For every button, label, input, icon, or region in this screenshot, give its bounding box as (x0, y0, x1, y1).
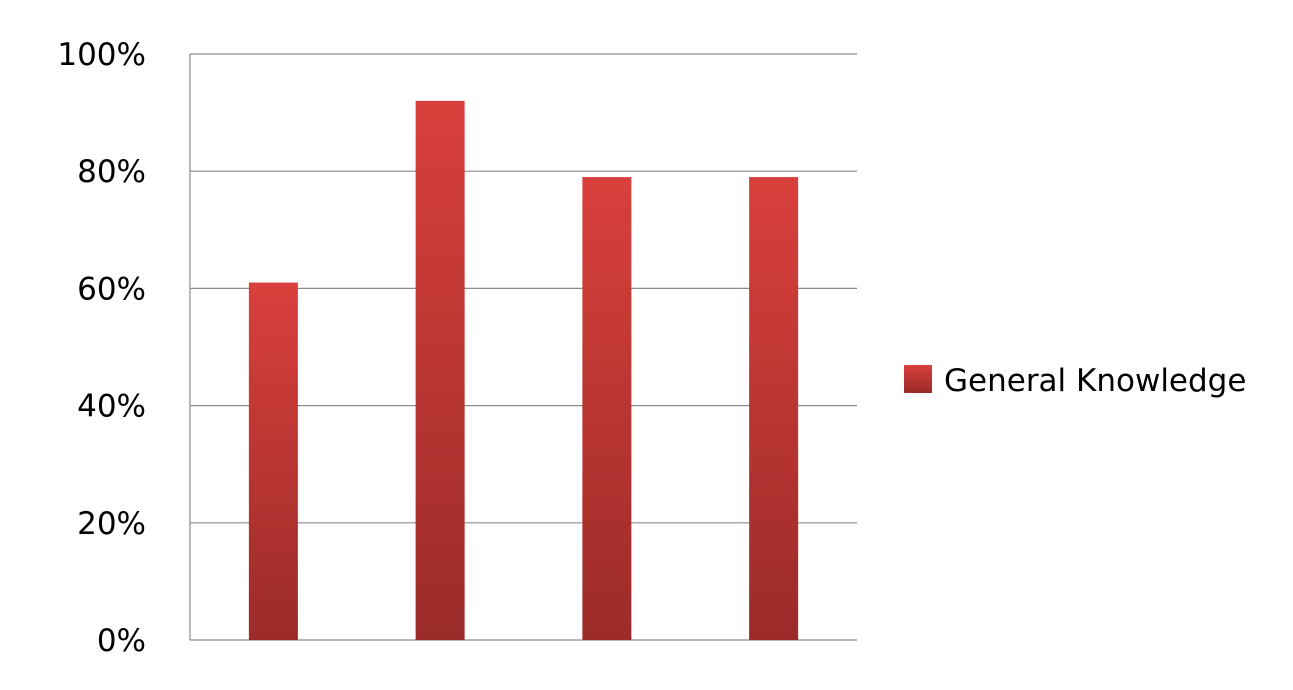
y-tick-label: 60% (77, 271, 146, 307)
legend-swatch (904, 365, 932, 393)
y-tick-label: 20% (77, 506, 146, 542)
bar (582, 177, 632, 640)
y-tick-label: 0% (97, 623, 146, 659)
y-tick-label: 40% (77, 389, 146, 425)
bar (415, 100, 465, 640)
bars (248, 100, 799, 640)
bar (749, 177, 799, 640)
legend: General Knowledge (904, 363, 1246, 399)
bar (248, 282, 298, 640)
y-tick-label: 80% (77, 154, 146, 190)
gridlines (190, 53, 857, 641)
legend-label: General Knowledge (944, 363, 1246, 399)
y-tick-label: 100% (57, 37, 146, 73)
y-axis: 0% 20% 40% 60% 80% 100% (57, 37, 191, 659)
